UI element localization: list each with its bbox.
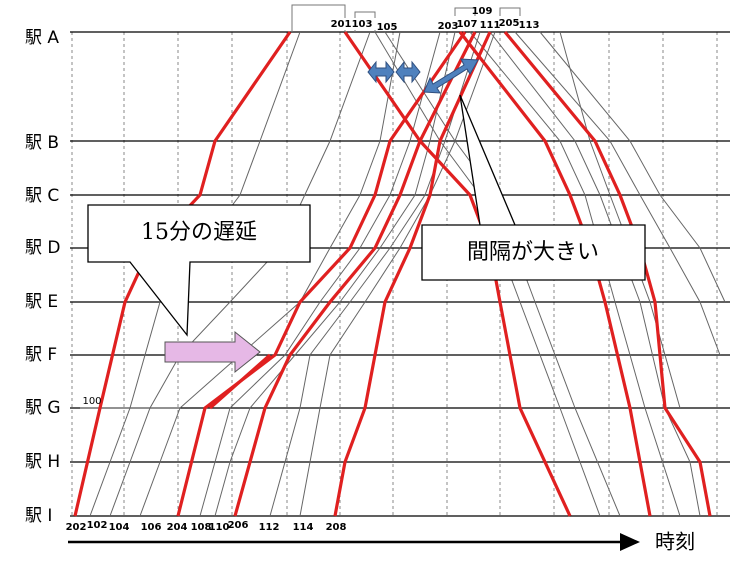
train-number: 109: [472, 6, 493, 17]
callout-text: 間隔が大きい: [467, 240, 599, 265]
station-label: 駅 G: [25, 398, 61, 418]
train-number: 202: [66, 522, 87, 533]
train-number: 113: [519, 20, 540, 31]
train-number: 111: [480, 20, 501, 31]
blue-arrows: [367, 58, 479, 94]
station-label: 駅 H: [25, 452, 60, 472]
train-number: 204: [167, 522, 188, 533]
train-number: 106: [141, 522, 162, 533]
time-axis: 時刻: [68, 530, 695, 554]
axis-label: 時刻: [655, 530, 695, 554]
train-number: 112: [259, 522, 280, 533]
station-label: 駅 I: [25, 506, 52, 526]
train-number: 203: [438, 21, 459, 32]
station-labels: 駅 A 駅 B 駅 C 駅 D 駅 E 駅 F 駅 G 駅 H 駅 I: [25, 28, 61, 526]
train-number: 102: [87, 520, 108, 531]
train-number: 205: [499, 18, 520, 29]
train-number: 208: [326, 522, 347, 533]
callout-text: 15分の遅延: [141, 220, 257, 245]
interval-callout: 間隔が大きい: [421, 94, 646, 281]
station-label: 駅 E: [25, 292, 58, 312]
station-label: 駅 B: [25, 133, 59, 153]
train-number: 110: [209, 522, 230, 533]
train-number: 100: [82, 396, 101, 407]
train-number: 104: [109, 522, 130, 533]
station-label: 駅 C: [25, 186, 59, 206]
train-number: 103: [352, 19, 373, 30]
station-label: 駅 A: [25, 28, 59, 48]
station-label: 駅 D: [25, 238, 61, 258]
top-train-numbers: 201 103 105 203 107 109 111 205 113: [330, 6, 540, 33]
station-label: 駅 F: [25, 345, 57, 365]
train-number: 114: [293, 522, 314, 533]
bottom-train-numbers: 202 102 104 106 204 108 110 206 112 114 …: [66, 396, 347, 533]
train-number: 201: [331, 19, 352, 30]
train-number: 108: [191, 522, 212, 533]
train-number: 105: [377, 22, 398, 33]
train-number: 107: [457, 19, 478, 30]
train-number: 206: [228, 520, 249, 531]
delay-callout: 15分の遅延: [87, 204, 311, 374]
